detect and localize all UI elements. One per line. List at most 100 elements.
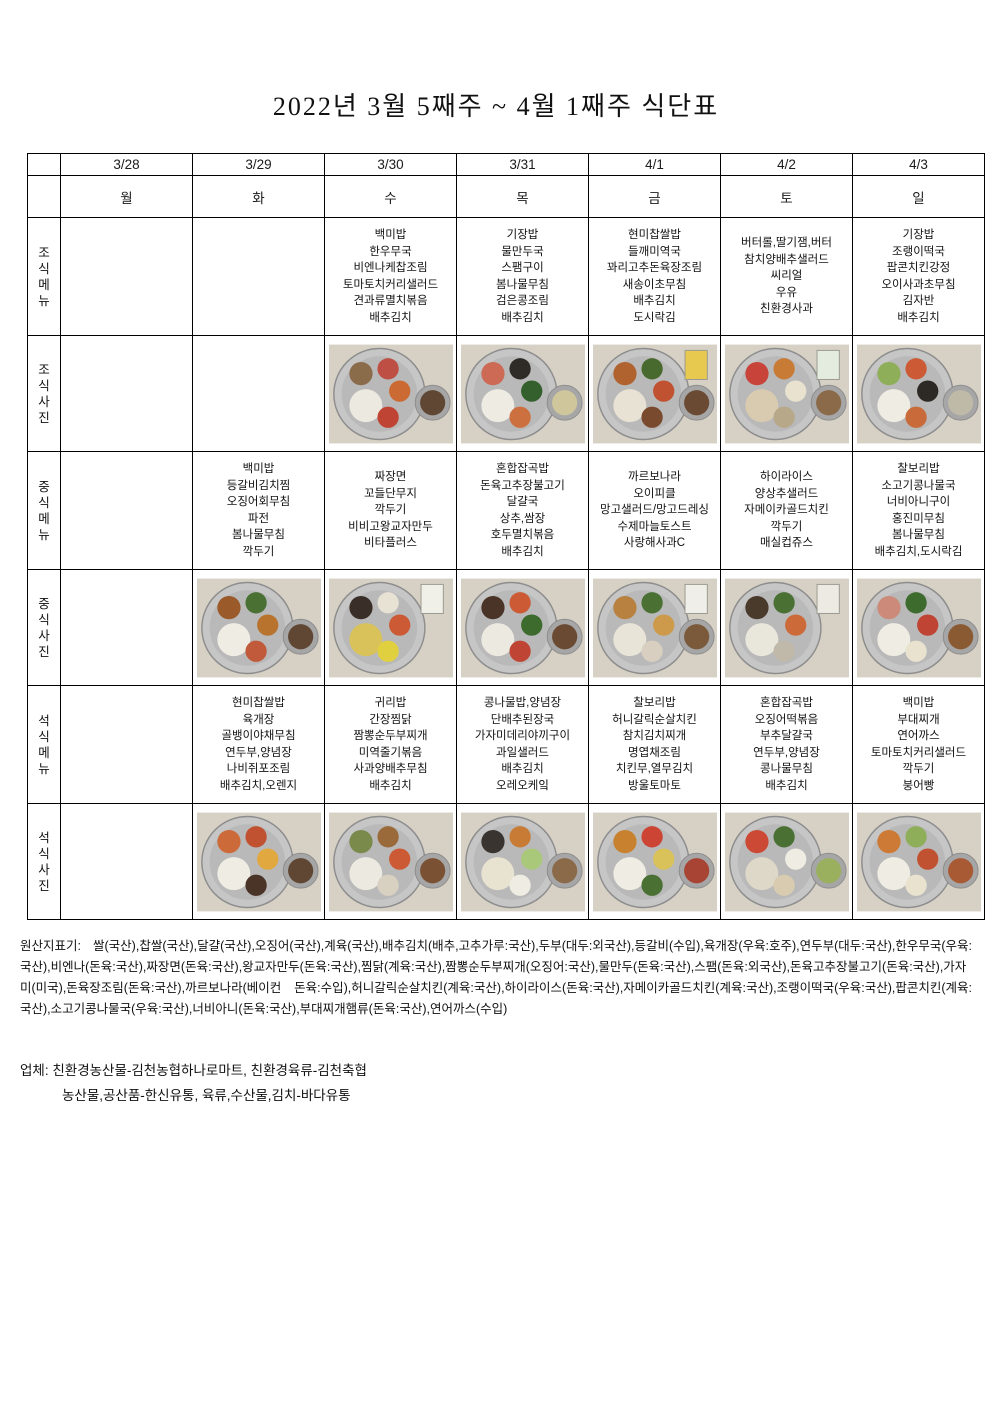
breakfast-photo-3/29 (192, 335, 325, 452)
meal-photo (328, 578, 453, 677)
soup-content (947, 857, 973, 883)
food-item (508, 591, 531, 613)
row-label-breakfast_menu: 조 식 메 뉴 (27, 217, 61, 336)
lunch-photo-3/31 (456, 569, 589, 686)
menu-item: 자메이카골드치킨 (744, 504, 829, 517)
lunch-photo-4/2 (720, 569, 853, 686)
menu-item: 백미밥 (374, 229, 407, 241)
menu-item: 찰보리밥 (633, 697, 676, 709)
meal-photo (724, 578, 849, 677)
drink-carton (816, 583, 840, 614)
row-label-text: 중 식 사 진 (38, 596, 50, 659)
day-cell-금: 금 (588, 175, 721, 218)
food-item (508, 640, 531, 662)
menu-item: 짬뽕순두부찌개 (353, 730, 428, 742)
food-item (256, 847, 278, 870)
menu-item: 과일샐러드 (496, 746, 549, 759)
menu-item: 사과양배추무침 (353, 763, 428, 775)
food-item (640, 591, 663, 613)
food-item (348, 361, 373, 385)
menu-item: 토마토치커리샐러드 (870, 746, 967, 759)
breakfast-photo-4/1 (588, 335, 721, 452)
breakfast-menu-3/31: 기장밥 물만두국 스팸구이 봄나물무침 검은콩조림 배추김치 (456, 217, 589, 336)
date-cell-3/29: 3/29 (192, 153, 325, 176)
corner-cell (27, 175, 61, 218)
menu-item: 찰보리밥 (897, 463, 940, 475)
food-item (612, 622, 646, 656)
food-item (640, 874, 663, 896)
row-label-text: 석 식 사 진 (38, 830, 50, 893)
food-item (904, 874, 927, 896)
food-item (244, 825, 267, 847)
menu-item: 연어까스 (897, 730, 940, 742)
food-item (744, 595, 769, 619)
date-cell-3/31: 3/31 (456, 153, 589, 176)
dinner-photo-4/3 (852, 803, 985, 920)
menu-item: 까르보나라 (628, 471, 681, 484)
menu-item: 배추김치 (897, 311, 940, 324)
food-item (652, 613, 674, 636)
menu-item: 봄나물무침 (892, 529, 945, 541)
meal-photo (460, 578, 585, 677)
lunch-photo-3/30 (324, 569, 457, 686)
date-cell-4/1: 4/1 (588, 153, 721, 176)
lunch-photo-row: 중 식 사 진 (27, 569, 985, 686)
menu-item: 등갈비김치찜 (226, 479, 291, 492)
soup-content (551, 857, 577, 883)
menu-item: 혼합잡곡밥 (760, 697, 813, 709)
meal-photo (592, 344, 717, 443)
food-item (640, 357, 663, 379)
food-item (772, 406, 795, 428)
menu-item: 스팸구이 (501, 262, 544, 274)
menu-item: 배추김치 (369, 311, 412, 324)
food-item (480, 829, 505, 853)
food-item (652, 847, 674, 870)
food-item (480, 388, 514, 422)
menu-item: 오징어떡볶음 (754, 713, 819, 726)
soup-content (419, 857, 445, 883)
food-item (772, 825, 795, 847)
row-label-dinner_menu: 석 식 메 뉴 (27, 685, 61, 804)
menu-item: 물만두국 (501, 245, 544, 258)
menu-item: 배추김치 (501, 763, 544, 775)
menu-item: 들깨미역국 (628, 245, 681, 258)
menu-item: 비비고왕교자만두 (348, 520, 433, 533)
meal-photo (460, 344, 585, 443)
origin-note: 원산지표기: 쌀(국산),찹쌀(국산),달걀(국산),오징어(국산),계육(국산… (20, 936, 972, 1020)
menu-item: 혼합잡곡밥 (496, 463, 549, 475)
food-item (612, 595, 637, 619)
menu-item: 백미밥 (902, 697, 935, 709)
vendors-text-2: 농산물,공산품-한신유통, 육류,수산물,김치-바다유통 (62, 1088, 351, 1103)
lunch-photo-4/1 (588, 569, 721, 686)
menu-item: 우유 (775, 286, 798, 299)
menu-item: 홍진미무침 (892, 512, 945, 525)
food-item (520, 379, 542, 402)
food-item (904, 591, 927, 613)
menu-item: 깍두기 (374, 504, 407, 517)
menu-item: 간장찜닭 (369, 713, 412, 726)
menu-item: 깍두기 (770, 520, 803, 533)
food-item (376, 591, 399, 613)
page-title: 2022년 3월 5째주 ~ 4월 1째주 식단표 (272, 92, 720, 121)
meal-photo (460, 812, 585, 911)
food-item (480, 622, 514, 656)
food-item (876, 829, 901, 853)
date-cell-4/3: 4/3 (852, 153, 985, 176)
breakfast-menu-3/30: 백미밥 한우무국 비엔나케찹조림 토마토치커리샐러드 견과류멸치볶음 배추김치 (324, 217, 457, 336)
food-item (388, 379, 410, 402)
lunch-menu-row: 중 식 메 뉴 백미밥 등갈비김치찜 오징어회무침 파전 봄나물무침 깍두기 짜장면 꼬들단무지… (27, 451, 985, 570)
dinner-menu-4/2: 혼합잡곡밥 오징어떡볶음 부추달걀국 연두부,양념장 콩나물무침 배추김치 (720, 685, 853, 804)
menu-item: 가자미데리야끼구이 (474, 730, 571, 742)
food-item (772, 874, 795, 896)
lunch-menu-4/3: 찰보리밥 소고기콩나물국 너비아니구이 홍진미무침 봄나물무침 배추김치,도시락김 (852, 451, 985, 570)
menu-item: 조랭이떡국 (892, 245, 945, 258)
menu-item: 검은콩조림 (496, 295, 549, 307)
food-item (784, 847, 806, 870)
food-item (348, 856, 382, 890)
lunch-menu-3/28 (60, 451, 193, 570)
menu-item: 현미찹쌀밥 (232, 697, 285, 709)
meal-photo (856, 344, 981, 443)
day-cell-월: 월 (60, 175, 193, 218)
dinner-photo-3/29 (192, 803, 325, 920)
food-item (348, 829, 373, 853)
